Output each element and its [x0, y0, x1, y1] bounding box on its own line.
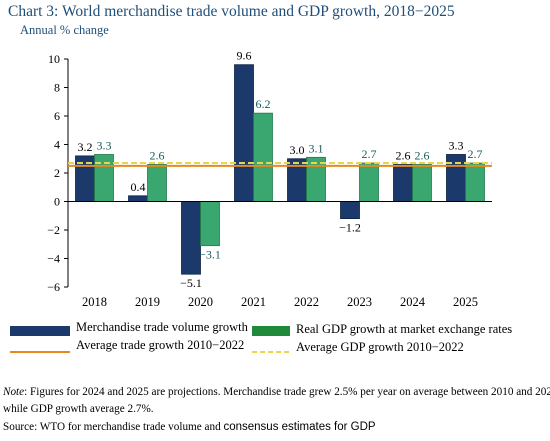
x-tick-label: 2022	[294, 295, 319, 309]
data-label-trade: 0.4	[131, 180, 146, 194]
data-label-gdp: 2.7	[362, 147, 377, 161]
data-label-gdp: 3.1	[309, 141, 324, 155]
x-tick-label: 2019	[135, 295, 160, 309]
x-tick-label: 2021	[241, 295, 266, 309]
data-label-gdp: 2.6	[150, 148, 165, 162]
data-label-trade: 9.6	[237, 49, 252, 63]
source-text: Source: WTO for merchandise trade volume…	[3, 421, 224, 433]
x-tick-label: 2020	[188, 295, 213, 309]
y-tick-label: −4	[47, 252, 60, 266]
source-line: Source: WTO for merchandise trade volume…	[3, 421, 376, 433]
data-label-gdp: 6.2	[256, 97, 271, 111]
legend-label-trade: Merchandise trade volume growth	[76, 320, 248, 334]
data-label-trade: −5.1	[180, 276, 202, 290]
legend-label-gdp: Real GDP growth at market exchange rates	[296, 322, 513, 336]
y-tick-label: 8	[54, 81, 60, 95]
y-tick-label: 6	[54, 109, 60, 123]
source-text-gdp: consensus estimates for GDP	[223, 421, 376, 433]
note-label: Note	[3, 386, 25, 398]
data-label-gdp: 2.7	[468, 147, 483, 161]
x-tick-label: 2018	[82, 295, 107, 309]
note-line-2: while GDP growth average 2.7%.	[3, 403, 154, 415]
note-text: : Figures for 2024 and 2025 are projecti…	[24, 386, 550, 398]
data-label-gdp: −3.1	[199, 248, 221, 262]
chart-subtitle: Annual % change	[20, 23, 109, 37]
data-label-trade: −1.2	[339, 221, 361, 235]
data-label-trade: 3.0	[290, 143, 305, 157]
y-tick-label: −2	[47, 223, 60, 237]
data-label-trade: 3.2	[78, 140, 93, 154]
data-label-gdp: 2.6	[415, 148, 430, 162]
y-tick-label: −6	[47, 280, 60, 294]
x-tick-label: 2023	[347, 295, 372, 309]
data-label-trade: 3.3	[449, 138, 464, 152]
legend-label-avg-trade: Average trade growth 2010−2022	[76, 338, 245, 352]
legend-swatch-trade	[10, 326, 70, 336]
data-label-gdp: 3.3	[97, 138, 112, 152]
y-tick-label: 10	[48, 52, 60, 66]
y-tick-label: 0	[54, 195, 60, 209]
data-label-trade: 2.6	[396, 148, 411, 162]
x-tick-label: 2025	[453, 295, 478, 309]
y-tick-label: 2	[54, 166, 60, 180]
legend-label-avg-gdp: Average GDP growth 2010−2022	[296, 340, 464, 354]
note-line-1: Note: Figures for 2024 and 2025 are proj…	[3, 386, 550, 398]
y-tick-label: 4	[54, 138, 60, 152]
x-tick-label: 2024	[400, 295, 426, 309]
chart-title: Chart 3: World merchandise trade volume …	[8, 3, 455, 20]
legend-swatch-gdp	[252, 326, 290, 336]
